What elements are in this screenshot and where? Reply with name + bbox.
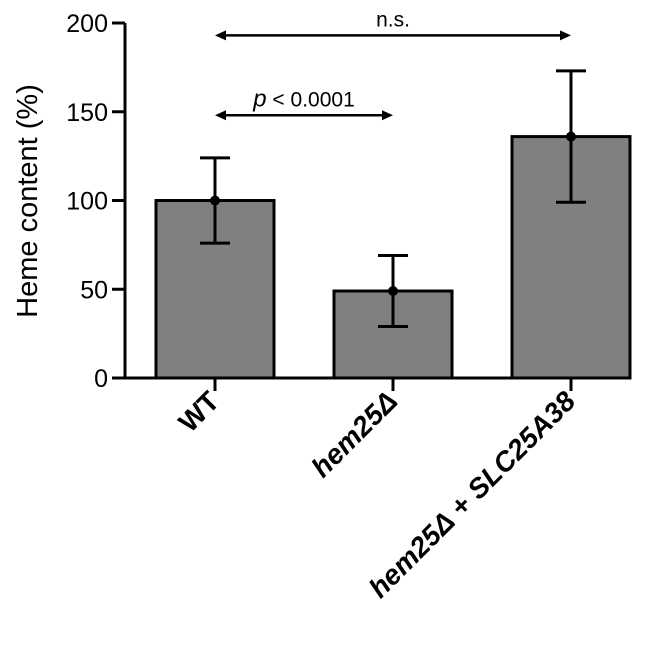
y-tick-label: 200 <box>66 10 108 38</box>
mean-point <box>566 131 576 142</box>
x-tick-label: hem25Δ + SLC25A38 <box>363 385 582 604</box>
significance-label: n.s. <box>376 8 410 31</box>
mean-point <box>210 195 220 206</box>
significance-annotations: p < 0.0001 n.s. <box>215 8 571 121</box>
y-axis: 0 50 100 150 200 <box>66 10 127 393</box>
mean-point <box>388 286 398 297</box>
arrowhead-left <box>215 30 226 41</box>
arrowhead-right <box>382 110 393 121</box>
error-bars <box>200 69 586 329</box>
y-tick-label: 150 <box>66 99 108 127</box>
x-tick-label: WT <box>173 385 226 438</box>
arrowhead-left <box>215 110 226 121</box>
y-tick-label: 50 <box>80 276 108 304</box>
significance-label: p < 0.0001 <box>252 85 355 112</box>
bars <box>154 135 632 380</box>
x-tick-label: hem25Δ <box>305 385 403 483</box>
y-axis-label: Heme content (%) <box>12 84 44 318</box>
arrowhead-right <box>560 30 571 41</box>
y-tick-label: 100 <box>66 188 108 216</box>
y-tick-label: 0 <box>94 365 108 393</box>
